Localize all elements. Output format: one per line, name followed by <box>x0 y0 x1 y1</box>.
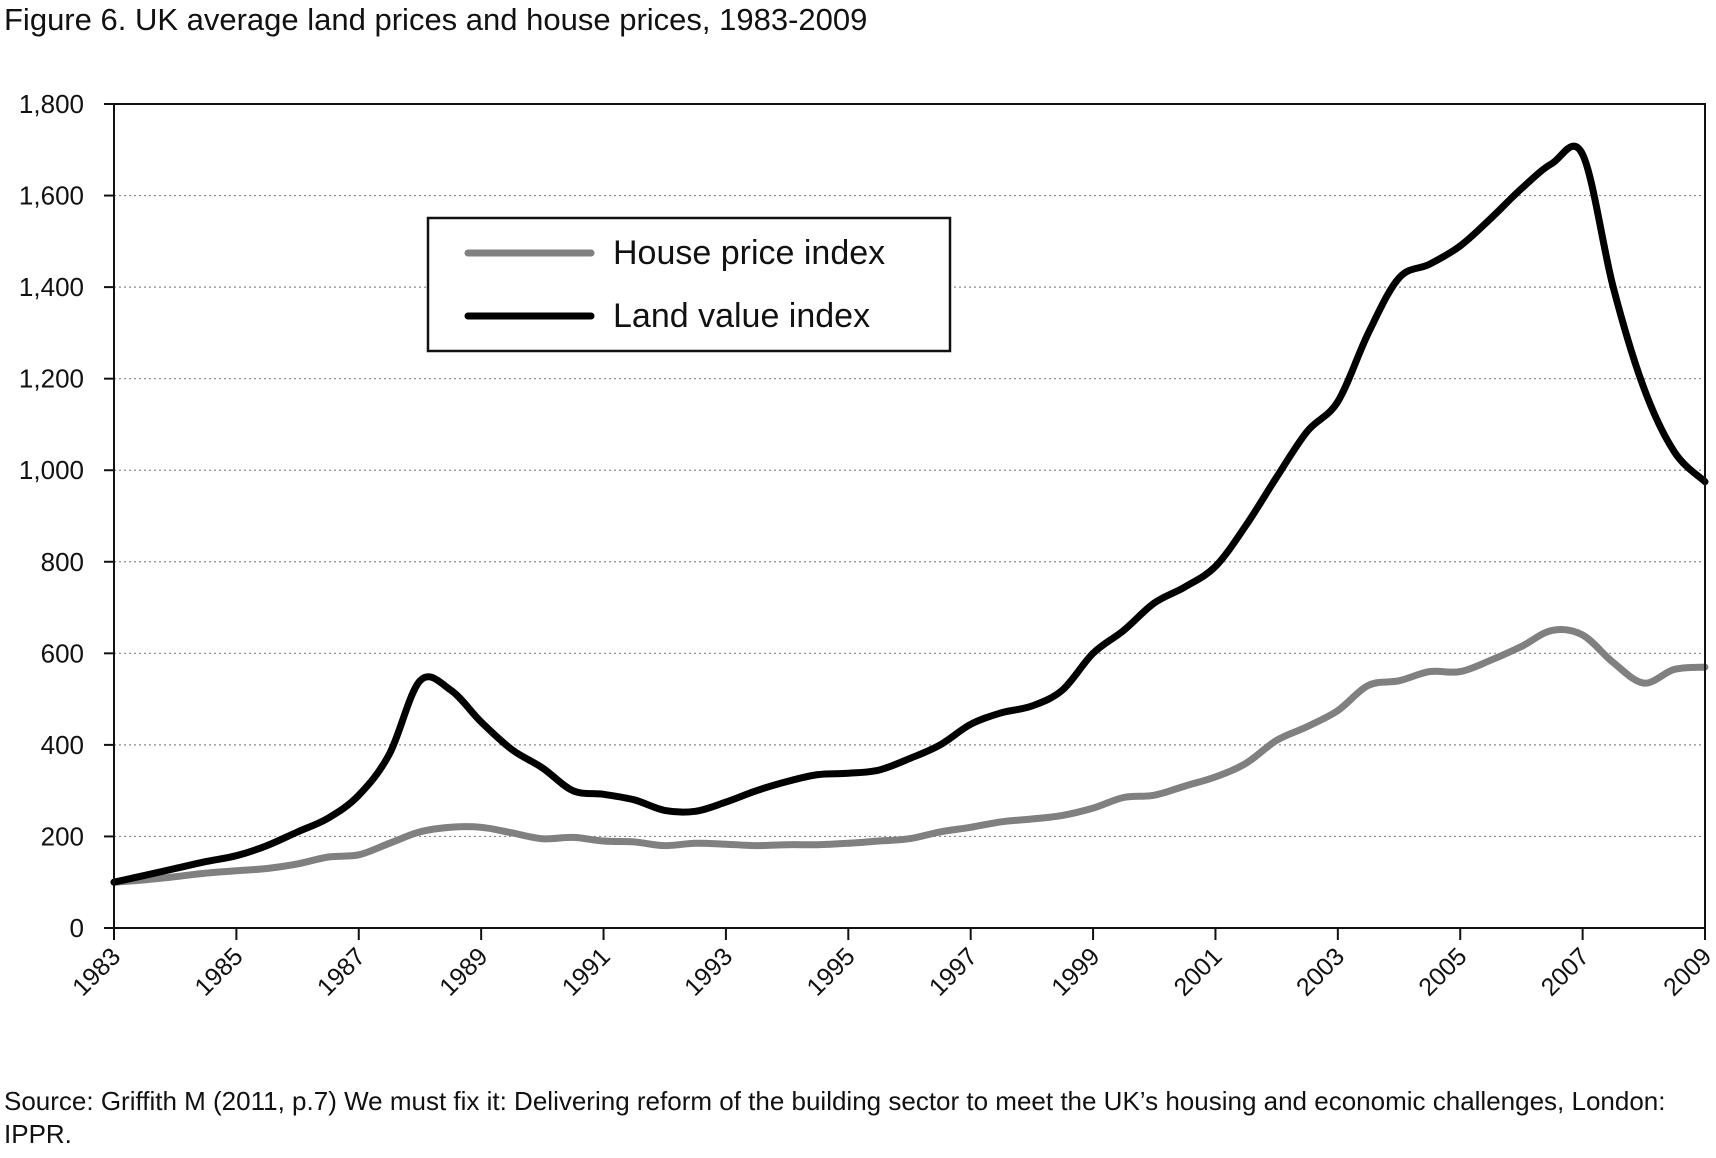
legend-label-house-price: House price index <box>613 234 885 272</box>
legend-label-land-value: Land value index <box>613 297 870 335</box>
x-tick-label: 1983 <box>67 942 126 1001</box>
x-tick-label: 2007 <box>1536 942 1595 1001</box>
y-tick-label: 1,600 <box>19 181 84 211</box>
y-tick-label: 200 <box>41 821 84 851</box>
x-tick-label: 2005 <box>1413 942 1472 1001</box>
gridlines <box>114 194 1705 838</box>
y-tick-label: 600 <box>41 638 84 668</box>
y-axis: 0 200 400 600 800 1,000 1,200 1,400 1,600 1,800 <box>19 89 114 943</box>
y-tick-label: 1,000 <box>19 455 84 485</box>
x-tick-label: 2001 <box>1169 942 1228 1001</box>
y-tick-label: 1,200 <box>19 364 84 394</box>
y-tick-label: 1,400 <box>19 272 84 302</box>
legend-box <box>426 216 952 353</box>
plot-frame <box>113 103 1706 929</box>
series-line-land-value <box>110 142 1709 886</box>
x-tick-label: 2003 <box>1291 942 1350 1001</box>
y-tick-label: 800 <box>41 547 84 577</box>
x-tick-label: 1999 <box>1046 942 1105 1001</box>
series-layer <box>110 142 1709 886</box>
source-note: Source: Griffith M (2011, p.7) We must f… <box>4 1086 1666 1149</box>
x-tick-label: 2009 <box>1658 942 1716 1001</box>
x-tick-label: 1987 <box>312 942 371 1001</box>
y-tick-label: 1,800 <box>19 89 84 119</box>
legend: House price index Land value index <box>426 216 952 353</box>
x-tick-label: 1989 <box>434 942 493 1001</box>
y-tick-label: 0 <box>70 913 84 943</box>
x-tick-label: 1995 <box>801 942 860 1001</box>
y-tick-label: 400 <box>41 730 84 760</box>
page-title: Figure 6. UK average land prices and hou… <box>4 2 868 37</box>
series-line-house-price <box>110 626 1709 886</box>
x-tick-label: 1997 <box>924 942 983 1001</box>
x-tick-label: 1985 <box>189 942 248 1001</box>
line-chart: 0 200 400 600 800 1,000 1,200 1,400 1,600 1,800 1… <box>19 89 1716 1002</box>
x-axis: 1983 1985 1987 1989 1991 1993 1995 1997 1999 2001… <box>67 928 1716 1002</box>
x-tick-label: 1991 <box>557 942 616 1001</box>
x-tick-label: 1993 <box>679 942 738 1001</box>
